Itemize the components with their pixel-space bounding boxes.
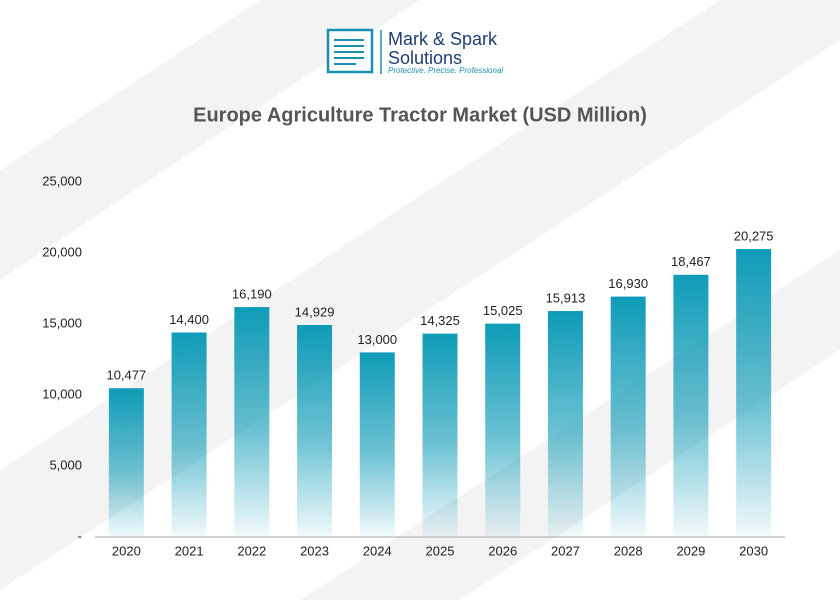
logo-name: Mark & Spark [388, 29, 498, 49]
value-label: 15,025 [483, 303, 523, 318]
x-tick-label: 2021 [175, 543, 204, 558]
value-label: 14,400 [169, 312, 209, 327]
logo-tagline: Protective. Precise. Professional [388, 66, 503, 75]
value-label: 20,275 [734, 229, 774, 244]
value-label: 14,325 [420, 313, 460, 328]
logo-name-line2: Solutions [388, 48, 462, 68]
x-tick-label: 2030 [739, 543, 768, 558]
bar [610, 296, 646, 537]
bar [234, 307, 270, 537]
value-label: 14,929 [295, 304, 335, 319]
y-tick-label: 15,000 [42, 315, 82, 330]
value-label: 15,913 [546, 290, 586, 305]
x-tick-label: 2025 [426, 543, 455, 558]
bar [297, 325, 333, 537]
x-tick-label: 2020 [112, 543, 141, 558]
x-tick-label: 2023 [300, 543, 329, 558]
value-label: 18,467 [671, 254, 711, 269]
y-tick-label: 20,000 [42, 244, 82, 259]
value-label: 10,477 [106, 368, 146, 383]
x-tick-label: 2026 [488, 543, 517, 558]
x-tick-label: 2029 [676, 543, 705, 558]
logo-lines [334, 39, 364, 65]
value-label: 13,000 [357, 332, 397, 347]
bar [736, 249, 772, 537]
x-tick-label: 2027 [551, 543, 580, 558]
chart-title: Europe Agriculture Tractor Market (USD M… [193, 104, 647, 126]
value-label: 16,930 [608, 276, 648, 291]
bar [108, 388, 144, 537]
value-label: 16,190 [232, 287, 272, 302]
logo: Mark & Spark Solutions Protective. Preci… [326, 28, 503, 75]
bar [673, 274, 709, 537]
y-tick-label: 5,000 [49, 457, 82, 472]
bar [171, 332, 207, 537]
y-tick-label: 10,000 [42, 386, 82, 401]
x-tick-label: 2024 [363, 543, 392, 558]
y-tick-label: - [78, 528, 82, 543]
bar [422, 333, 458, 537]
x-tick-label: 2022 [237, 543, 266, 558]
x-tick-label: 2028 [614, 543, 643, 558]
bar [547, 311, 583, 537]
bar [485, 323, 521, 537]
y-tick-label: 25,000 [42, 173, 82, 188]
bar [359, 352, 395, 537]
